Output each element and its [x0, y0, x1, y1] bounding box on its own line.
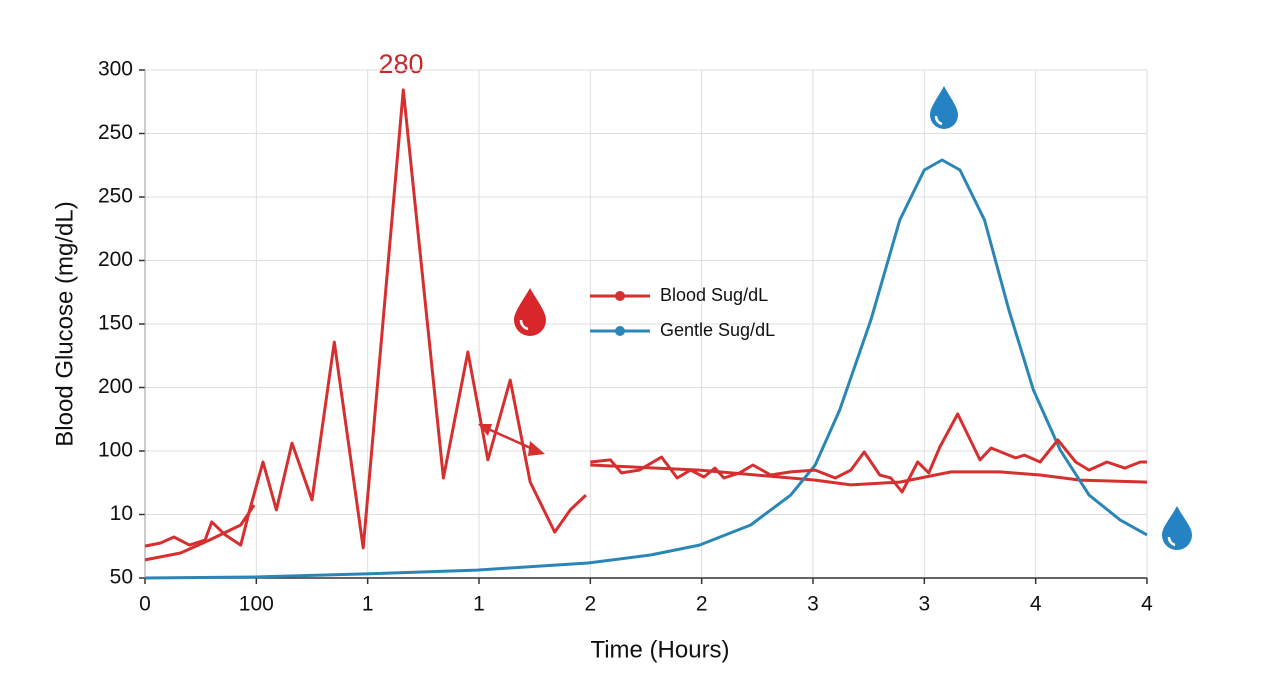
x-tick-label: 2 [696, 593, 708, 616]
x-tick-label: 3 [807, 593, 819, 616]
series-line [144, 463, 1148, 562]
y-tick-label: 50 [110, 566, 133, 589]
x-tick-label: 4 [1141, 593, 1153, 616]
x-tick-label: 2 [584, 593, 596, 616]
legend-label: Blood Sug/dL [660, 285, 768, 305]
x-tick-label: 0 [139, 593, 151, 616]
x-tick-label: 100 [239, 593, 274, 616]
legend: Blood Sug/dL Gentle Sug/dL [590, 285, 775, 340]
y-tick-label: 250 [98, 121, 133, 144]
y-tick-label: 200 [98, 248, 133, 271]
series-line [144, 158, 1148, 580]
x-tick-label: 4 [1030, 593, 1042, 616]
drop-icon-blue-small [1162, 506, 1192, 550]
series-line [144, 88, 1147, 550]
x-axis-title: Time (Hours) [590, 636, 729, 663]
y-tick-label: 10 [110, 502, 133, 525]
y-tick-label: 200 [98, 375, 133, 398]
x-tick-label: 1 [473, 593, 485, 616]
y-tick-label: 100 [98, 439, 133, 462]
arrow-annotation [478, 424, 545, 456]
legend-marker [615, 291, 625, 301]
y-tick-label: 250 [98, 185, 133, 208]
legend-marker [615, 326, 625, 336]
drop-icon-blue [930, 86, 958, 129]
plot-area: 50 10 100 200 150 200 250 250 300 0 100 1 1 2 2 3 3 4 4 [98, 58, 1153, 616]
x-tick-label: 3 [918, 593, 930, 616]
y-axis-title: Blood Glucose (mg/dL) [51, 201, 78, 446]
peak-annotation: 280 [378, 49, 423, 79]
y-tick-label: 150 [98, 312, 133, 335]
y-tick-label: 300 [98, 58, 133, 81]
x-tick-label: 1 [362, 593, 374, 616]
legend-label: Gentle Sug/dL [660, 320, 775, 340]
drop-icon-red [514, 288, 546, 336]
